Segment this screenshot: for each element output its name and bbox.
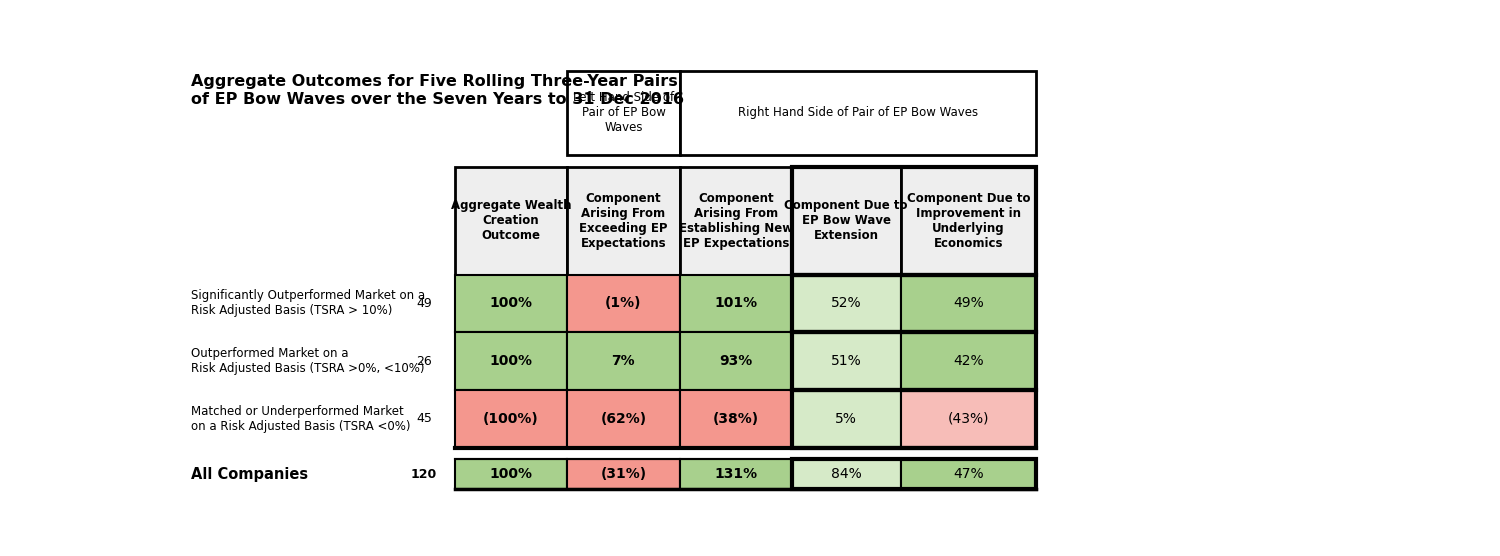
- FancyBboxPatch shape: [454, 459, 567, 489]
- FancyBboxPatch shape: [454, 275, 567, 332]
- FancyBboxPatch shape: [680, 459, 792, 489]
- Text: (1%): (1%): [604, 296, 642, 310]
- Text: Component Due to
Improvement in
Underlying
Economics: Component Due to Improvement in Underlyi…: [906, 192, 1030, 250]
- Text: 52%: 52%: [831, 296, 861, 310]
- Text: 49: 49: [416, 297, 432, 310]
- Text: Aggregate Wealth
Creation
Outcome: Aggregate Wealth Creation Outcome: [452, 199, 572, 242]
- Text: Component
Arising From
Establishing New
EP Expectations: Component Arising From Establishing New …: [678, 192, 794, 250]
- FancyBboxPatch shape: [567, 459, 680, 489]
- Text: 100%: 100%: [489, 354, 532, 368]
- Text: 84%: 84%: [831, 467, 861, 481]
- Text: Component Due to
EP Bow Wave
Extension: Component Due to EP Bow Wave Extension: [784, 199, 908, 242]
- FancyBboxPatch shape: [567, 167, 680, 275]
- Text: Outperformed Market on a
Risk Adjusted Basis (TSRA >0%, <10%): Outperformed Market on a Risk Adjusted B…: [192, 348, 424, 375]
- Text: 45: 45: [416, 413, 432, 425]
- FancyBboxPatch shape: [792, 332, 900, 390]
- Text: 49%: 49%: [952, 296, 984, 310]
- Text: Aggregate Outcomes for Five Rolling Three-Year Pairs
of EP Bow Waves over the Se: Aggregate Outcomes for Five Rolling Thre…: [192, 75, 684, 107]
- Text: Matched or Underperformed Market
on a Risk Adjusted Basis (TSRA <0%): Matched or Underperformed Market on a Ri…: [192, 405, 411, 433]
- Text: 100%: 100%: [489, 467, 532, 481]
- Text: All Companies: All Companies: [192, 466, 309, 481]
- Text: Right Hand Side of Pair of EP Bow Waves: Right Hand Side of Pair of EP Bow Waves: [738, 106, 978, 120]
- Text: 42%: 42%: [952, 354, 984, 368]
- FancyBboxPatch shape: [680, 332, 792, 390]
- Text: 26: 26: [416, 355, 432, 368]
- FancyBboxPatch shape: [792, 390, 900, 448]
- Text: (38%): (38%): [712, 412, 759, 426]
- Text: 5%: 5%: [836, 412, 856, 426]
- Text: 100%: 100%: [489, 296, 532, 310]
- FancyBboxPatch shape: [567, 332, 680, 390]
- FancyBboxPatch shape: [680, 71, 1036, 155]
- Text: 120: 120: [411, 468, 436, 480]
- FancyBboxPatch shape: [680, 390, 792, 448]
- Text: 101%: 101%: [714, 296, 758, 310]
- FancyBboxPatch shape: [454, 167, 567, 275]
- Text: Left Hand Side of
Pair of EP Bow
Waves: Left Hand Side of Pair of EP Bow Waves: [573, 91, 674, 135]
- FancyBboxPatch shape: [900, 167, 1036, 275]
- FancyBboxPatch shape: [567, 71, 680, 155]
- Text: Significantly Outperformed Market on a
Risk Adjusted Basis (TSRA > 10%): Significantly Outperformed Market on a R…: [192, 290, 426, 317]
- Text: (43%): (43%): [948, 412, 988, 426]
- FancyBboxPatch shape: [567, 275, 680, 332]
- FancyBboxPatch shape: [567, 390, 680, 448]
- FancyBboxPatch shape: [454, 390, 567, 448]
- FancyBboxPatch shape: [792, 459, 900, 489]
- FancyBboxPatch shape: [680, 275, 792, 332]
- FancyBboxPatch shape: [792, 167, 900, 275]
- FancyBboxPatch shape: [900, 275, 1036, 332]
- Text: 47%: 47%: [952, 467, 984, 481]
- Text: (100%): (100%): [483, 412, 538, 426]
- FancyBboxPatch shape: [454, 332, 567, 390]
- Text: (31%): (31%): [600, 467, 646, 481]
- Text: 131%: 131%: [714, 467, 758, 481]
- FancyBboxPatch shape: [900, 332, 1036, 390]
- FancyBboxPatch shape: [900, 459, 1036, 489]
- FancyBboxPatch shape: [792, 275, 900, 332]
- Text: 7%: 7%: [612, 354, 636, 368]
- FancyBboxPatch shape: [900, 390, 1036, 448]
- Text: Component
Arising From
Exceeding EP
Expectations: Component Arising From Exceeding EP Expe…: [579, 192, 668, 250]
- FancyBboxPatch shape: [680, 167, 792, 275]
- Text: (62%): (62%): [600, 412, 646, 426]
- Text: 93%: 93%: [718, 354, 753, 368]
- Text: 51%: 51%: [831, 354, 861, 368]
